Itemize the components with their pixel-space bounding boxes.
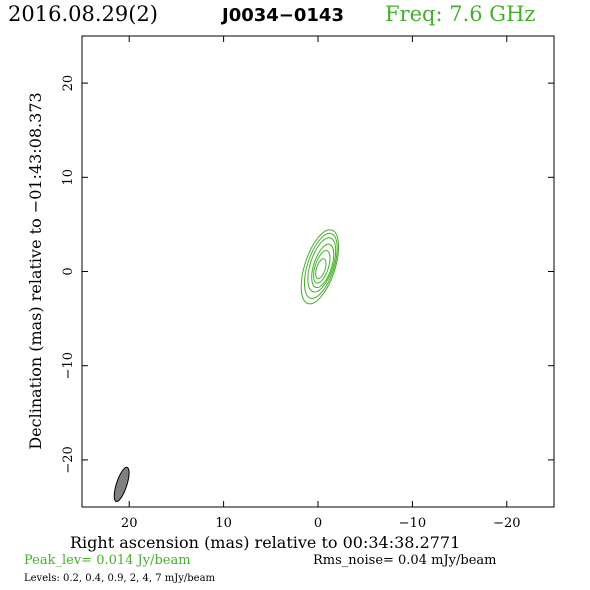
contour-line — [311, 243, 335, 289]
contour-layer — [300, 229, 340, 305]
contour-line — [303, 232, 338, 299]
x-tick-label: −20 — [493, 516, 520, 531]
contour-line — [315, 258, 327, 280]
plot-frame — [81, 35, 555, 508]
contour-levels: Levels: 0.2, 0.4, 0.9, 2, 4, 7 mJy/beam — [24, 573, 216, 584]
y-tick-label: 0 — [61, 267, 76, 275]
contour-line — [307, 237, 337, 293]
x-tick-label: −10 — [399, 516, 426, 531]
beam-layer — [113, 466, 130, 502]
beam-ellipse — [113, 466, 130, 502]
x-axis-label: Right ascension (mas) relative to 00:34:… — [70, 533, 461, 552]
y-tick-label: 20 — [61, 75, 76, 92]
y-tick-label: 10 — [61, 169, 76, 186]
y-tick-label: −10 — [61, 352, 76, 379]
frequency-label: Freq: 7.6 GHz — [385, 2, 536, 26]
contour-line — [300, 229, 340, 305]
y-axis-label: Declination (mas) relative to −01:43:08.… — [26, 92, 45, 449]
axis-ticks: 20 10 0 −10 −20 20 10 0 −10 −20 — [61, 36, 554, 531]
x-tick-label: 20 — [121, 516, 138, 531]
x-tick-label: 10 — [215, 516, 232, 531]
source-name: J0034−0143 — [222, 5, 344, 26]
contour-line — [313, 250, 331, 284]
observation-date: 2016.08.29(2) — [8, 2, 158, 26]
x-tick-label: 0 — [314, 516, 322, 531]
rms-noise: Rms_noise= 0.04 mJy/beam — [313, 553, 497, 568]
peak-level: Peak_lev= 0.014 Jy/beam — [24, 553, 191, 568]
y-tick-label: −20 — [61, 446, 76, 473]
